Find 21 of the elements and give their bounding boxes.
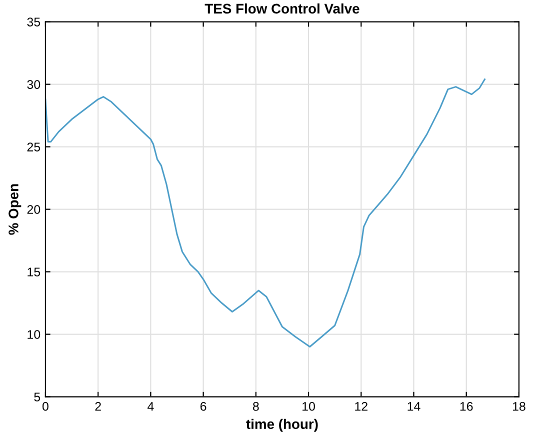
y-tick-label: 25 — [27, 142, 40, 152]
y-tick-label: 10 — [28, 330, 40, 339]
x-tick-label: 6 — [200, 402, 206, 411]
line-series — [45, 78, 486, 348]
y-tick-label: 5 — [34, 392, 40, 402]
x-tick-label: 8 — [252, 402, 259, 411]
x-tick-label: 10 — [302, 402, 315, 411]
x-tick-label: 4 — [148, 402, 154, 411]
y-tick-label: 30 — [27, 80, 40, 89]
y-tick-label: 15 — [28, 268, 40, 276]
x-tick-label: 18 — [512, 402, 526, 411]
x-tick-label: 0 — [42, 402, 48, 411]
x-tick-label: 16 — [460, 402, 473, 411]
y-axis-title: % Open — [8, 184, 22, 235]
x-axis-title: time (hour) — [246, 418, 318, 432]
x-tick-label: 12 — [355, 402, 368, 411]
x-tick-label: 2 — [95, 402, 101, 411]
chart-title: TES Flow Control Valve — [204, 3, 360, 14]
x-tick-label: 14 — [408, 402, 420, 411]
y-tick-label: 20 — [27, 205, 40, 214]
y-tick-label: 35 — [27, 18, 40, 26]
